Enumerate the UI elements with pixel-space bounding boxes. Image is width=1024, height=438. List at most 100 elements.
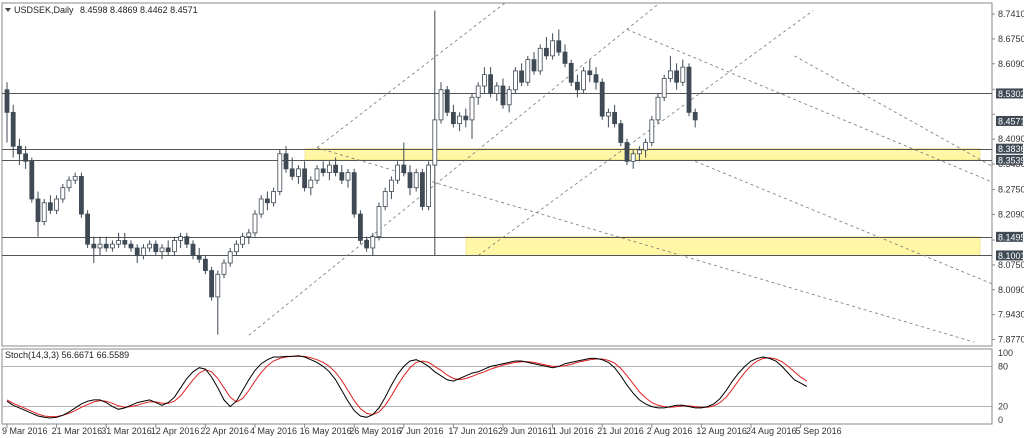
- stoch-scale-label: 80: [998, 361, 1008, 371]
- bear-candle: [209, 270, 215, 298]
- candlestick-series: [4, 10, 698, 335]
- date-tick-label: 22 Apr 2016: [200, 426, 249, 436]
- bear-candle: [153, 243, 159, 253]
- bear-candle: [29, 160, 35, 200]
- price-tick-label: 8.7410: [998, 9, 1024, 19]
- date-tick-label: 21 Jul 2016: [597, 426, 644, 436]
- price-tag-label: 8.3836: [998, 144, 1024, 154]
- bull-candle: [110, 243, 115, 249]
- bear-candle: [351, 172, 357, 215]
- bull-candle: [54, 198, 59, 211]
- dropdown-triangle-icon[interactable]: [5, 8, 11, 12]
- bear-candle: [103, 243, 109, 249]
- bear-candle: [562, 51, 568, 64]
- bull-candle: [295, 168, 301, 177]
- bull-candle: [413, 172, 419, 189]
- bear-candle: [692, 111, 698, 121]
- bull-candle: [630, 153, 636, 162]
- bear-candle: [407, 172, 413, 189]
- bull-candle: [655, 96, 661, 121]
- bull-candle: [494, 85, 500, 94]
- date-tick-label: 17 Jun 2016: [448, 426, 498, 436]
- bull-candle: [97, 243, 103, 249]
- bull-candle: [506, 89, 512, 106]
- bear-candle: [91, 243, 97, 249]
- stoch-scale-label: 100: [998, 348, 1013, 358]
- stoch-axis: 100 80 20 0: [998, 348, 1013, 425]
- bull-candle: [649, 119, 655, 143]
- bear-candle: [519, 70, 524, 83]
- bear-candle: [23, 153, 29, 162]
- bear-candle: [401, 164, 407, 174]
- bear-candle: [444, 89, 450, 113]
- bull-candle: [271, 191, 277, 204]
- bull-candle: [395, 164, 401, 181]
- bull-candle: [668, 70, 673, 79]
- price-tag-label: 8.1001: [998, 251, 1024, 261]
- bull-candle: [72, 175, 78, 181]
- stoch-scale-label: 20: [998, 402, 1008, 412]
- date-tick-label: 7 Jun 2016: [399, 426, 444, 436]
- price-tag-label: 8.1495: [998, 232, 1024, 242]
- bull-candle: [550, 40, 555, 57]
- bear-candle: [85, 213, 90, 245]
- bear-candle: [575, 81, 580, 91]
- bull-candle: [581, 70, 586, 91]
- bear-candle: [674, 70, 679, 83]
- stoch-panel-frame: [1, 348, 993, 425]
- price-tick-label: 8.0090: [998, 285, 1024, 295]
- bear-candle: [556, 40, 562, 53]
- price-tag-label: 8.4571: [998, 116, 1024, 126]
- bear-candle: [48, 202, 53, 211]
- bull-candle: [457, 115, 463, 125]
- stochastic-lines: [2, 355, 992, 419]
- bull-candle: [221, 262, 227, 275]
- bull-candle: [308, 179, 314, 189]
- bear-candle: [339, 172, 345, 181]
- support-zone-0: [304, 148, 981, 161]
- bull-candle: [116, 240, 121, 245]
- bear-candle: [333, 164, 339, 174]
- bear-candle: [134, 247, 140, 256]
- bull-candle: [140, 247, 146, 256]
- bull-candle: [438, 89, 444, 121]
- bull-candle: [314, 168, 320, 181]
- bull-candle: [481, 74, 487, 87]
- date-tick-label: 26 May 2016: [349, 426, 401, 436]
- date-tick-label: 9 Mar 2016: [2, 426, 48, 436]
- bull-candle: [171, 240, 177, 253]
- price-tick-label: 7.8770: [998, 334, 1024, 344]
- bear-candle: [544, 47, 549, 57]
- bear-candle: [624, 142, 630, 162]
- bear-candle: [16, 145, 22, 155]
- support-zone-1: [465, 236, 981, 256]
- chart-ohlc-values: 8.4598 8.4869 8.4462 8.4571: [80, 5, 198, 15]
- bear-candle: [184, 236, 190, 245]
- date-tick-label: 2 Aug 2016: [647, 426, 693, 436]
- bear-candle: [289, 168, 295, 177]
- price-tag-box: [996, 250, 1023, 261]
- price-tag-label: 8.5302: [998, 89, 1024, 99]
- bear-candle: [488, 74, 494, 94]
- date-tick-label: 4 May 2016: [250, 426, 297, 436]
- bear-candle: [587, 70, 593, 76]
- date-tick-label: 24 Aug 2016: [746, 426, 797, 436]
- bear-candle: [593, 74, 599, 83]
- bull-candle: [277, 153, 283, 192]
- bull-candle: [525, 59, 531, 83]
- bull-candle: [469, 96, 475, 121]
- trend-line: [248, 2, 660, 336]
- bull-candle: [326, 164, 332, 174]
- price-tag-box: [996, 154, 1023, 165]
- bull-candle: [41, 202, 47, 222]
- bull-candle: [376, 206, 382, 238]
- stoch-indicator-label: Stoch(14,3,3) 56.6671 66.5589: [5, 350, 129, 360]
- bull-candle: [388, 179, 394, 192]
- bull-candle: [661, 78, 667, 98]
- stoch-signal-line: [6, 355, 808, 418]
- support-zones: [304, 148, 981, 256]
- bear-candle: [196, 255, 202, 260]
- bear-candle: [4, 89, 10, 113]
- price-tag-box: [996, 88, 1023, 99]
